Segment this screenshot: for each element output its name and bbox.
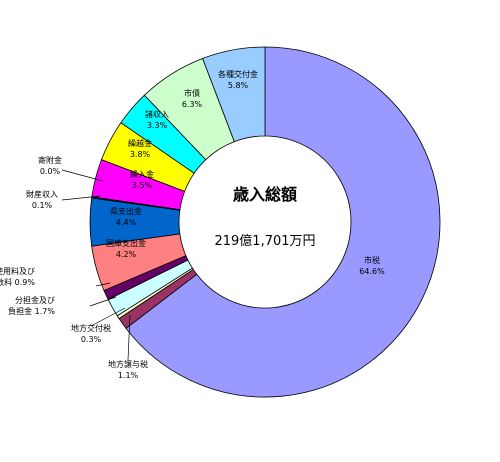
leader-line-8 xyxy=(61,195,101,201)
slice-label-13: 市債 6.3% xyxy=(182,88,203,109)
donut-slices xyxy=(89,46,441,398)
slice-label-9: 寄附金 0.0% xyxy=(38,155,62,176)
slice-14 xyxy=(202,46,266,143)
slice-label-10: 繰入金 3.5% xyxy=(130,169,154,190)
slice-1 xyxy=(125,46,441,398)
leader-lines xyxy=(61,169,131,361)
leader-line-2 xyxy=(127,314,131,361)
slice-label-3: 地方交付税 0.3% xyxy=(71,323,111,344)
leader-line-3 xyxy=(90,307,126,327)
slice-label-2: 地方譲与税 1.1% xyxy=(108,359,148,380)
slice-label-8: 財産収入 0.1% xyxy=(26,189,58,210)
slice-label-6: 国庫支出金 4.2% xyxy=(106,238,146,259)
slice-label-4: 分担金及び負担金 1.7% xyxy=(8,295,55,316)
slice-label-14: 各種交付金 5.8% xyxy=(218,69,258,90)
leader-line-9 xyxy=(61,169,104,182)
slice-label-12: 諸収入 3.3% xyxy=(145,109,169,130)
slice-label-1: 市税 64.6% xyxy=(359,255,385,276)
leader-line-4 xyxy=(89,296,117,307)
center-title: 歳入総額 xyxy=(233,185,297,204)
slice-label-7: 県支出金 4.4% xyxy=(110,206,142,227)
slice-label-11: 繰越金 3.8% xyxy=(128,138,152,159)
slice-label-5: 使用料及び手数料 0.9% xyxy=(0,266,35,287)
center-total: 219億1,701万円 xyxy=(214,233,315,249)
leader-line-5 xyxy=(95,282,111,287)
